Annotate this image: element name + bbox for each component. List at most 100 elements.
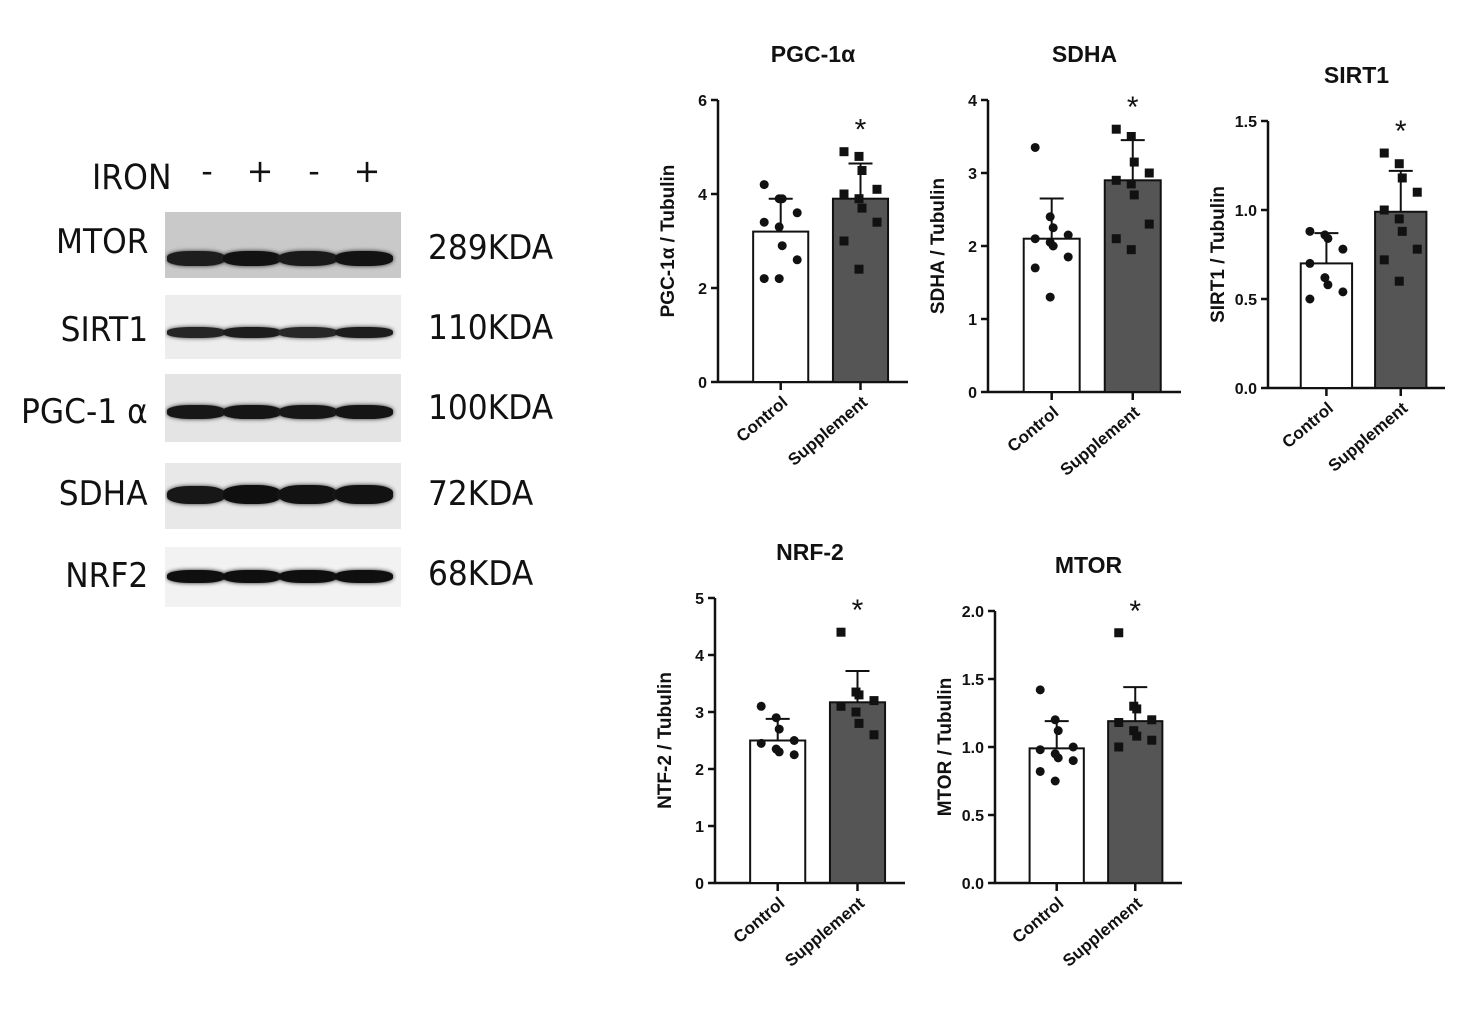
y-tick-label: 4 xyxy=(695,648,704,665)
data-point xyxy=(771,713,781,723)
data-point xyxy=(1379,255,1389,265)
data-point xyxy=(1394,214,1404,224)
data-point xyxy=(1111,175,1121,185)
blot-band xyxy=(279,251,337,266)
lane-3-sign: - xyxy=(308,152,320,190)
kda-label-sdha: 72KDA xyxy=(428,474,534,514)
data-point xyxy=(1323,280,1333,290)
data-point xyxy=(1305,258,1315,268)
chart-title: MTOR xyxy=(1055,552,1123,578)
protein-label-mtor: MTOR xyxy=(55,222,148,262)
y-axis-label: PGC-1α / Tubulin xyxy=(658,165,679,318)
data-point xyxy=(1063,252,1073,262)
data-point xyxy=(1305,226,1315,236)
lane-1-sign: - xyxy=(201,152,213,190)
x-category-label: Control xyxy=(1004,403,1063,456)
blot-band xyxy=(167,405,225,419)
significance-star: * xyxy=(855,114,867,147)
y-tick-label: 1.5 xyxy=(1235,114,1257,131)
blot-band xyxy=(279,485,337,504)
blot-band xyxy=(223,404,281,419)
x-category-label: Supplement xyxy=(1059,893,1146,970)
data-point xyxy=(1412,244,1422,254)
blot-band xyxy=(167,569,225,583)
chart-title: SDHA xyxy=(1052,41,1117,67)
data-point xyxy=(774,274,784,284)
data-point xyxy=(1068,756,1078,766)
data-point xyxy=(1053,753,1063,763)
data-point xyxy=(854,264,864,274)
y-tick-label: 2.0 xyxy=(962,604,984,621)
y-tick-label: 1 xyxy=(968,312,977,329)
blot-band xyxy=(335,485,393,504)
protein-label-pgc1a: PGC-1 α xyxy=(21,392,148,432)
blot-band xyxy=(167,327,225,338)
data-point xyxy=(774,724,784,734)
x-category-label: Supplement xyxy=(1057,402,1144,479)
x-category-label: Control xyxy=(730,894,789,947)
kda-label-sirt1: 110KDA xyxy=(428,308,554,348)
data-point xyxy=(1048,241,1058,251)
data-point xyxy=(1338,244,1348,254)
y-tick-label: 0 xyxy=(698,375,707,392)
data-point xyxy=(1379,148,1389,158)
data-point xyxy=(1111,234,1121,244)
blot-band xyxy=(279,405,337,419)
data-point xyxy=(756,701,766,711)
data-point xyxy=(1338,287,1348,297)
y-tick-label: 1.0 xyxy=(1235,203,1257,220)
data-point xyxy=(759,217,769,227)
data-point xyxy=(1114,718,1124,728)
blot-band xyxy=(279,569,337,583)
protein-label-sdha: SDHA xyxy=(59,474,148,514)
lane-4-sign: + xyxy=(353,152,381,190)
data-point xyxy=(872,184,882,194)
data-point xyxy=(854,194,864,204)
y-tick-label: 2 xyxy=(968,239,977,256)
protein-label-nrf2: NRF2 xyxy=(64,556,148,596)
data-point xyxy=(1035,766,1045,776)
data-point xyxy=(774,747,784,757)
data-point xyxy=(777,241,787,251)
data-point xyxy=(1126,132,1136,141)
data-point xyxy=(1394,276,1404,286)
membrane-sdha xyxy=(165,463,401,529)
western-blot-panel: IRON - + - + MTOR 289KDA SIRT1 110KDA PG… xyxy=(0,0,600,1013)
data-point xyxy=(1050,715,1060,725)
data-point xyxy=(1050,776,1060,786)
y-tick-label: 0.0 xyxy=(962,876,984,893)
membrane-nrf2 xyxy=(165,547,401,607)
blot-band xyxy=(223,569,281,583)
data-point xyxy=(759,274,769,284)
blot-band xyxy=(223,250,281,266)
data-point xyxy=(1305,294,1315,304)
data-point xyxy=(789,750,799,760)
data-point xyxy=(851,707,861,717)
data-point xyxy=(759,180,769,190)
y-tick-label: 3 xyxy=(695,705,704,722)
chart-title: SIRT1 xyxy=(1324,62,1389,88)
data-point xyxy=(1063,230,1073,240)
data-point xyxy=(1053,726,1063,736)
y-tick-label: 0.0 xyxy=(1235,381,1257,398)
data-point xyxy=(1035,745,1045,755)
y-tick-label: 0.5 xyxy=(1235,292,1257,309)
y-tick-label: 1.0 xyxy=(962,740,984,757)
data-point xyxy=(839,147,849,157)
data-point xyxy=(756,738,766,748)
bar-control xyxy=(752,230,810,383)
data-point xyxy=(1144,168,1154,178)
data-point xyxy=(1030,142,1040,152)
data-point xyxy=(854,151,864,161)
y-tick-label: 1 xyxy=(695,819,704,836)
iron-condition-label: IRON xyxy=(92,158,172,198)
data-point xyxy=(1129,726,1139,736)
lane-2-sign: + xyxy=(246,152,274,190)
data-point xyxy=(1147,715,1157,725)
data-point xyxy=(1126,179,1136,189)
data-point xyxy=(1030,234,1040,244)
data-point xyxy=(792,208,802,218)
protein-label-sirt1: SIRT1 xyxy=(60,310,148,350)
blot-band xyxy=(335,569,393,583)
data-point xyxy=(1114,742,1124,752)
